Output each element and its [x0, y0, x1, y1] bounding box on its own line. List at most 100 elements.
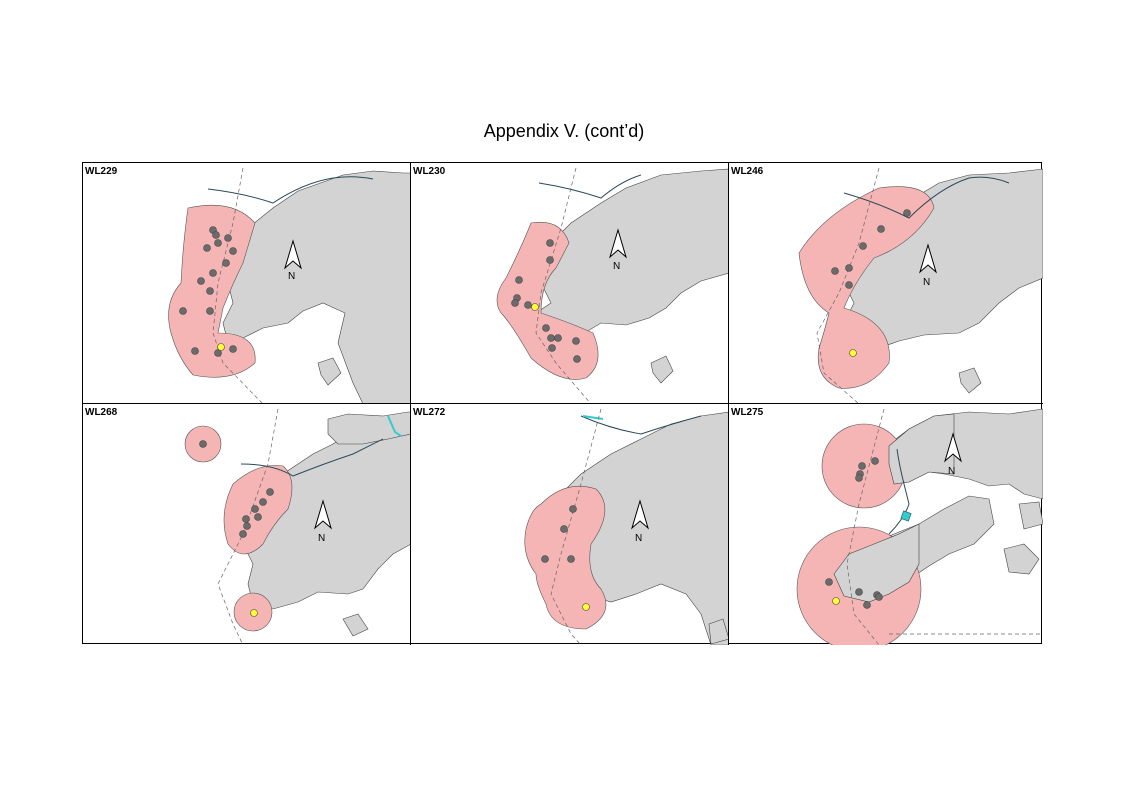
location-point	[541, 555, 549, 563]
map-wl268: N	[184, 408, 410, 645]
island	[708, 618, 728, 645]
location-point	[191, 347, 199, 355]
location-point	[524, 301, 532, 309]
north-arrow-icon	[609, 228, 627, 259]
boundary-line	[550, 408, 602, 645]
boundary-line	[212, 167, 263, 403]
location-point	[573, 355, 581, 363]
island	[958, 367, 982, 394]
water-feature	[387, 415, 402, 437]
location-point	[903, 209, 911, 217]
location-point	[845, 281, 853, 289]
road	[888, 448, 910, 535]
location-point	[542, 324, 550, 332]
land-area	[222, 170, 410, 403]
north-arrow: N	[919, 243, 937, 288]
map-panel-wl246: WL246 N	[729, 163, 1043, 404]
land-area	[833, 523, 920, 603]
location-point	[239, 530, 247, 538]
location-point	[229, 247, 237, 255]
location-point	[546, 256, 554, 264]
location-points	[541, 505, 577, 563]
location-points	[825, 457, 883, 609]
island	[342, 613, 369, 637]
location-point	[859, 242, 867, 250]
panel-label: WL230	[413, 166, 446, 177]
north-arrow-label: N	[948, 466, 955, 477]
location-point	[569, 505, 577, 513]
road	[580, 415, 702, 435]
location-point	[511, 299, 519, 307]
panel-label: WL246	[731, 166, 764, 177]
boundary-line	[846, 408, 885, 645]
north-arrow-label: N	[288, 271, 295, 282]
map-wl230: N	[496, 167, 728, 403]
north-arrow-icon	[919, 243, 937, 274]
location-point	[242, 515, 250, 523]
location-point	[206, 287, 214, 295]
location-point	[266, 488, 274, 496]
location-point	[515, 276, 523, 284]
island	[650, 355, 674, 384]
location-points	[179, 226, 237, 357]
location-point	[199, 440, 207, 448]
location-point	[212, 231, 220, 239]
north-arrow: N	[944, 432, 962, 477]
north-arrow-icon	[944, 432, 962, 463]
location-point	[855, 588, 863, 596]
location-point	[214, 239, 222, 247]
location-point	[546, 239, 554, 247]
land-area	[888, 413, 955, 485]
location-point	[855, 474, 863, 482]
island	[317, 357, 342, 386]
location-point	[858, 462, 866, 470]
map-panel-wl272: WL272 N	[411, 404, 729, 645]
capture-point	[217, 343, 225, 351]
north-arrow-icon	[631, 499, 649, 530]
location-point	[197, 277, 205, 285]
boundary-line	[535, 167, 591, 403]
panel-label: WL229	[85, 166, 118, 177]
land-area	[535, 168, 728, 339]
location-points	[831, 209, 911, 289]
location-point	[871, 457, 879, 465]
north-arrow: N	[609, 228, 627, 272]
location-point	[572, 337, 580, 345]
location-point	[229, 345, 237, 353]
capture-point	[582, 603, 590, 611]
location-point	[209, 269, 217, 277]
north-arrow-label: N	[318, 533, 325, 544]
location-point	[179, 307, 187, 315]
north-arrow-label: N	[635, 533, 642, 544]
water-feature	[900, 510, 912, 522]
map-wl275: N	[796, 408, 1043, 645]
panel-label: WL272	[413, 407, 446, 418]
home-range	[524, 485, 607, 630]
home-range	[798, 186, 935, 389]
map-panel-grid: WL229 N	[82, 162, 1043, 645]
north-arrow: N	[314, 499, 332, 544]
north-arrow: N	[631, 499, 649, 544]
map-panel-wl230: WL230 N	[411, 163, 729, 404]
location-point	[825, 578, 833, 586]
page-title: Appendix V. (cont’d)	[483, 121, 645, 141]
location-point	[214, 349, 222, 357]
map-wl229: N	[168, 167, 410, 403]
road	[843, 176, 1010, 219]
boundary-line	[816, 167, 880, 403]
island	[1018, 501, 1043, 530]
capture-point	[531, 303, 539, 311]
map-panel-wl268: WL268 N	[83, 404, 411, 645]
location-point	[224, 234, 232, 242]
location-point	[875, 593, 883, 601]
map-panel-wl275: WL275 N	[729, 404, 1043, 645]
location-point	[243, 522, 251, 530]
road	[207, 176, 374, 204]
north-arrow-icon	[284, 239, 302, 270]
location-point	[831, 267, 839, 275]
north-arrow: N	[284, 239, 302, 282]
panel-label: WL268	[85, 407, 118, 418]
island	[1003, 543, 1040, 575]
location-point	[203, 244, 211, 252]
water-feature	[582, 415, 604, 420]
